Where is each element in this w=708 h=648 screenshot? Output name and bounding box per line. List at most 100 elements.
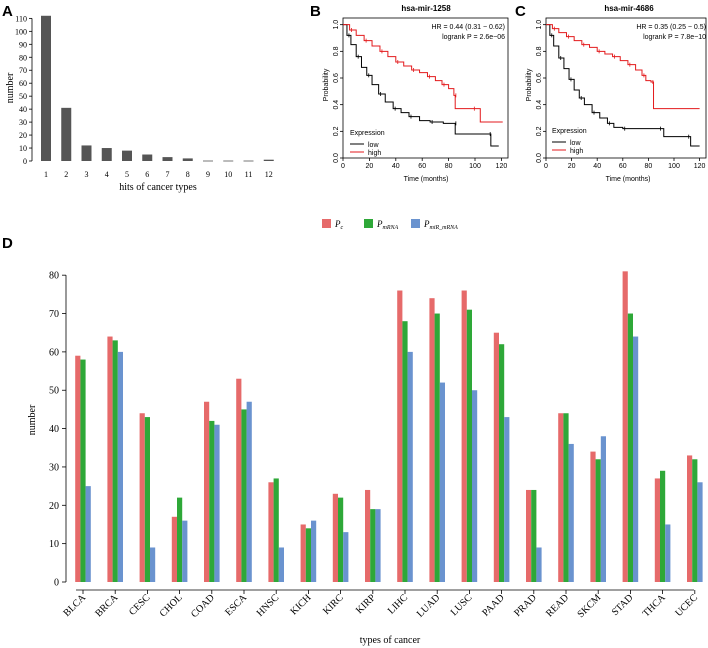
- chart-d-xtick-label: CESC: [127, 592, 153, 618]
- chart-d-bar: [268, 482, 274, 582]
- chart-d-bar: [112, 340, 118, 582]
- chart-a-ytick-label: 40: [19, 105, 27, 114]
- chart-d-bar: [633, 336, 639, 582]
- km-ytick-label: 0.2: [333, 126, 340, 136]
- panel-letter-a: A: [2, 3, 13, 20]
- chart-d-bar: [439, 382, 445, 582]
- chart-d-bar: [660, 470, 666, 582]
- chart-d-bar: [466, 309, 472, 582]
- chart-d-legend-pmrna: PmRNA: [376, 219, 399, 231]
- km-xtick-label: 80: [645, 163, 653, 170]
- chart-a-ytick-label: 20: [19, 131, 27, 140]
- chart-a-ytick-label: 0: [23, 157, 27, 166]
- km-ytick-label: 0.4: [536, 100, 543, 110]
- chart-a-bar: [142, 154, 153, 161]
- chart-d-xtick-label: STAD: [610, 592, 636, 618]
- chart-b-hr: HR = 0.44 (0.31 − 0.62): [431, 24, 505, 31]
- chart-d-bar: [204, 401, 210, 582]
- chart-d-legend-swatch-pmrna: [364, 219, 373, 228]
- km-ytick-label: 1.0: [333, 20, 340, 30]
- chart-a-xtick-label: 6: [145, 170, 149, 179]
- chart-d-bar: [531, 489, 537, 582]
- chart-d-bar: [117, 351, 123, 582]
- chart-d-bar: [139, 413, 145, 582]
- chart-d-xtick-label: LUSC: [449, 592, 475, 618]
- chart-a-ytick-label: 110: [15, 14, 27, 23]
- chart-a-bar: [41, 15, 51, 161]
- chart-d-ytick-label: 60: [49, 347, 59, 358]
- chart-d-bar: [526, 489, 532, 582]
- chart-a-xtick-label: 12: [265, 170, 273, 179]
- chart-a-xtick-label: 3: [85, 170, 89, 179]
- chart-d-bar: [182, 520, 188, 582]
- chart-d-bar: [407, 351, 413, 582]
- chart-d-bar: [85, 486, 91, 582]
- chart-d-xtick-label: PAAD: [480, 592, 506, 618]
- km-ytick-label: 0.0: [536, 153, 543, 163]
- chart-d-bar: [338, 497, 344, 582]
- km-ytick-label: 1.0: [536, 20, 543, 30]
- chart-d-bar: [397, 290, 403, 582]
- chart-d-bar: [278, 547, 284, 582]
- panel-letter-b: B: [310, 3, 321, 20]
- chart-a-xtick-label: 8: [186, 170, 190, 179]
- chart-d-xtick-label: PRAD: [512, 592, 539, 619]
- chart-d-bar: [434, 313, 440, 582]
- km-xtick-label: 100: [469, 163, 481, 170]
- chart-d-bar: [305, 528, 311, 582]
- chart-b-title: hsa-mir-1258: [401, 4, 451, 13]
- km-xtick-label: 60: [418, 163, 426, 170]
- chart-d-bar: [654, 478, 660, 582]
- chart-d-xlabel: types of cancer: [360, 635, 421, 646]
- chart-d-bar: [273, 478, 279, 582]
- chart-d-bar: [590, 451, 596, 582]
- chart-c-legend-title: Expression: [552, 128, 587, 135]
- chart-d-bar: [402, 321, 408, 582]
- km-xtick-label: 20: [366, 163, 374, 170]
- chart-d-bar: [472, 390, 478, 582]
- chart-d-ytick-label: 40: [49, 424, 59, 435]
- chart-d-ytick-label: 0: [54, 578, 59, 589]
- chart-d-bar: [300, 524, 306, 582]
- chart-d-bar: [665, 524, 671, 582]
- chart-d-bar: [461, 290, 467, 582]
- chart-a-xtick-label: 11: [245, 170, 253, 179]
- chart-a-bar: [61, 107, 72, 161]
- chart-d-legend-swatch-pc: [322, 219, 331, 228]
- km-xtick-label: 40: [392, 163, 400, 170]
- chart-d-bar: [568, 443, 574, 582]
- chart-a-xtick-label: 5: [125, 170, 129, 179]
- chart-c-legend-high: high: [570, 148, 583, 155]
- chart-b-legend-low: low: [368, 142, 379, 149]
- chart-c-frame: [545, 17, 707, 159]
- chart-a-bar: [122, 150, 132, 161]
- chart-d-ylabel: number: [27, 404, 38, 435]
- chart-a-xtick-label: 4: [105, 170, 109, 179]
- chart-d-bar: [600, 436, 606, 582]
- km-xtick-label: 20: [568, 163, 576, 170]
- chart-d-xtick-label: LUAD: [415, 592, 442, 619]
- chart-a-xtick-label: 2: [64, 170, 68, 179]
- km-xtick-label: 100: [668, 163, 680, 170]
- chart-d-xtick-label: KICH: [288, 592, 313, 617]
- chart-a-ylabel: number: [5, 72, 16, 103]
- panel-letter-d: D: [2, 235, 13, 252]
- chart-d-xtick-label: KIRP: [354, 592, 378, 616]
- chart-d: number types of cancer Pc PmRNA PmiR_mRN…: [27, 219, 703, 646]
- chart-b: hsa-mir-1258 HR = 0.44 (0.31 − 0.62) log…: [323, 4, 509, 183]
- chart-d-xtick-label: BRCA: [93, 592, 121, 620]
- chart-d-bar: [370, 509, 376, 582]
- chart-c-curve-high: [546, 24, 700, 110]
- chart-d-bar: [687, 455, 693, 582]
- chart-d-legend-pmir: PmiR_mRNA: [423, 219, 458, 231]
- chart-d-bar: [75, 355, 81, 582]
- chart-b-legend-title: Expression: [350, 130, 385, 137]
- chart-a-bar: [182, 158, 193, 161]
- chart-d-bar: [536, 547, 542, 582]
- chart-d-bar: [595, 459, 601, 582]
- chart-a-ytick-label: 80: [19, 53, 27, 62]
- km-xtick-label: 0: [341, 163, 345, 170]
- chart-d-ytick-label: 30: [49, 462, 59, 473]
- chart-d-ytick-label: 80: [49, 271, 59, 282]
- km-ytick-label: 0.4: [333, 100, 340, 110]
